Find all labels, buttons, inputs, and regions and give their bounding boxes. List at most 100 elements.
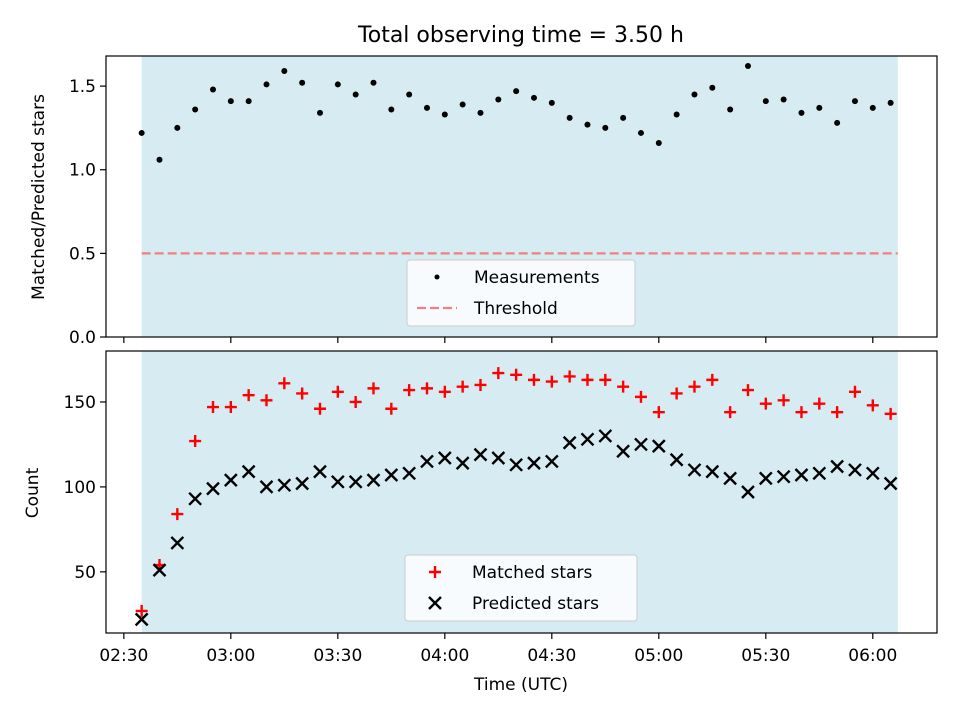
legend-predicted-marker xyxy=(428,596,442,610)
measurement-point xyxy=(441,111,448,118)
measurement-point xyxy=(744,63,751,70)
predicted-star-point xyxy=(170,536,185,550)
legend-measurement-marker xyxy=(434,274,440,280)
predicted-star-point xyxy=(830,459,844,474)
predicted-star-point xyxy=(241,464,256,479)
ratio-panel: Matched/Predicted stars 0.0 0.5 1.0 1.5 Meas… xyxy=(29,55,938,348)
predicted-star-point xyxy=(794,468,809,482)
predicted-star-point xyxy=(420,454,434,469)
x-tick-label: 03:30 xyxy=(313,646,362,666)
predicted-star-point xyxy=(188,491,203,506)
predicted-star-point xyxy=(402,466,417,481)
matched-star-point xyxy=(206,401,219,414)
predicted-star-point xyxy=(437,451,452,465)
measurement-point xyxy=(495,96,502,103)
predicted-star-point xyxy=(366,473,381,487)
predicted-star-point xyxy=(152,563,167,577)
measurement-point xyxy=(655,139,662,146)
y-tick-label: 1.0 xyxy=(69,161,96,181)
measurement-point xyxy=(352,91,359,98)
measurement-point xyxy=(673,111,680,118)
predicted-star-point xyxy=(687,463,702,477)
legend-label: Measurements xyxy=(474,268,600,288)
predicted-star-point xyxy=(455,456,470,470)
x-tick-label: 05:00 xyxy=(634,646,683,666)
predicted-star-point xyxy=(812,466,827,481)
legend-label: Matched stars xyxy=(472,563,592,583)
y-tick-label: 50 xyxy=(74,563,96,583)
predicted-star-point xyxy=(527,456,541,470)
matched-star-point xyxy=(884,407,897,420)
measurement-point xyxy=(174,124,181,131)
measurement-point xyxy=(459,101,466,108)
top-ylabel: Matched/Predicted stars xyxy=(29,94,49,300)
predicted-star-point xyxy=(295,476,310,491)
measurement-point xyxy=(316,109,323,116)
matched-star-point xyxy=(634,390,647,403)
matched-star-point xyxy=(403,384,416,397)
predicted-star-point xyxy=(206,481,220,496)
measurement-point xyxy=(780,96,787,103)
matched-star-point xyxy=(706,373,719,386)
predicted-star-point xyxy=(259,480,274,494)
matched-star-point xyxy=(242,389,255,402)
predicted-star-point xyxy=(848,463,862,477)
measurement-point xyxy=(530,94,537,101)
measurement-point xyxy=(584,121,591,128)
matched-star-point xyxy=(688,380,701,393)
predicted-star-point xyxy=(865,466,880,481)
matched-star-point xyxy=(527,373,540,386)
predicted-star-point xyxy=(723,471,737,486)
measurement-point xyxy=(691,91,698,98)
x-tick-label: 04:30 xyxy=(527,646,576,666)
measurement-point xyxy=(138,129,145,136)
matched-star-point xyxy=(492,367,505,380)
matched-star-point xyxy=(438,385,451,398)
matched-star-point xyxy=(759,397,772,410)
matched-star-point xyxy=(813,397,826,410)
predicted-star-point xyxy=(776,469,791,484)
matched-star-point xyxy=(135,604,148,617)
legend-label: Threshold xyxy=(473,299,558,319)
measurement-point xyxy=(299,79,306,86)
matched-star-point xyxy=(599,373,612,386)
measurement-point xyxy=(548,99,555,106)
predicted-star-point xyxy=(134,612,149,627)
matched-star-point xyxy=(385,402,398,415)
axes-frame xyxy=(105,350,938,634)
predicted-star-point xyxy=(348,474,363,489)
matched-star-point xyxy=(189,435,202,448)
y-tick-label: 150 xyxy=(64,393,96,413)
measurement-point xyxy=(406,91,413,98)
matched-star-point xyxy=(331,385,344,398)
matched-star-point xyxy=(474,378,487,391)
predicted-star-point xyxy=(651,439,666,453)
measurement-point xyxy=(192,106,199,113)
predicted-star-point xyxy=(883,476,898,491)
measurement-point xyxy=(423,104,430,111)
predicted-star-point xyxy=(741,485,755,499)
measurement-point xyxy=(834,119,841,126)
matched-star-point xyxy=(670,387,683,400)
y-tick-label: 100 xyxy=(64,478,96,498)
measurement-point xyxy=(620,114,627,121)
measurement-point xyxy=(156,156,163,163)
matched-star-point xyxy=(741,384,754,397)
measurement-point xyxy=(227,98,234,105)
measurement-point xyxy=(263,81,270,88)
measurement-point xyxy=(245,98,252,105)
matched-star-point xyxy=(563,370,576,383)
measurement-point xyxy=(727,106,734,113)
matched-star-point xyxy=(581,373,594,386)
matched-star-point xyxy=(296,387,309,400)
matched-star-point xyxy=(795,406,808,419)
matched-star-point xyxy=(260,394,273,407)
measurement-point xyxy=(388,106,395,113)
predicted-star-point xyxy=(277,478,292,493)
predicted-star-point xyxy=(669,452,684,467)
predicted-star-point xyxy=(330,474,345,489)
measurement-point xyxy=(762,98,769,105)
predicted-star-point xyxy=(634,437,648,452)
matched-star-point xyxy=(510,368,523,381)
